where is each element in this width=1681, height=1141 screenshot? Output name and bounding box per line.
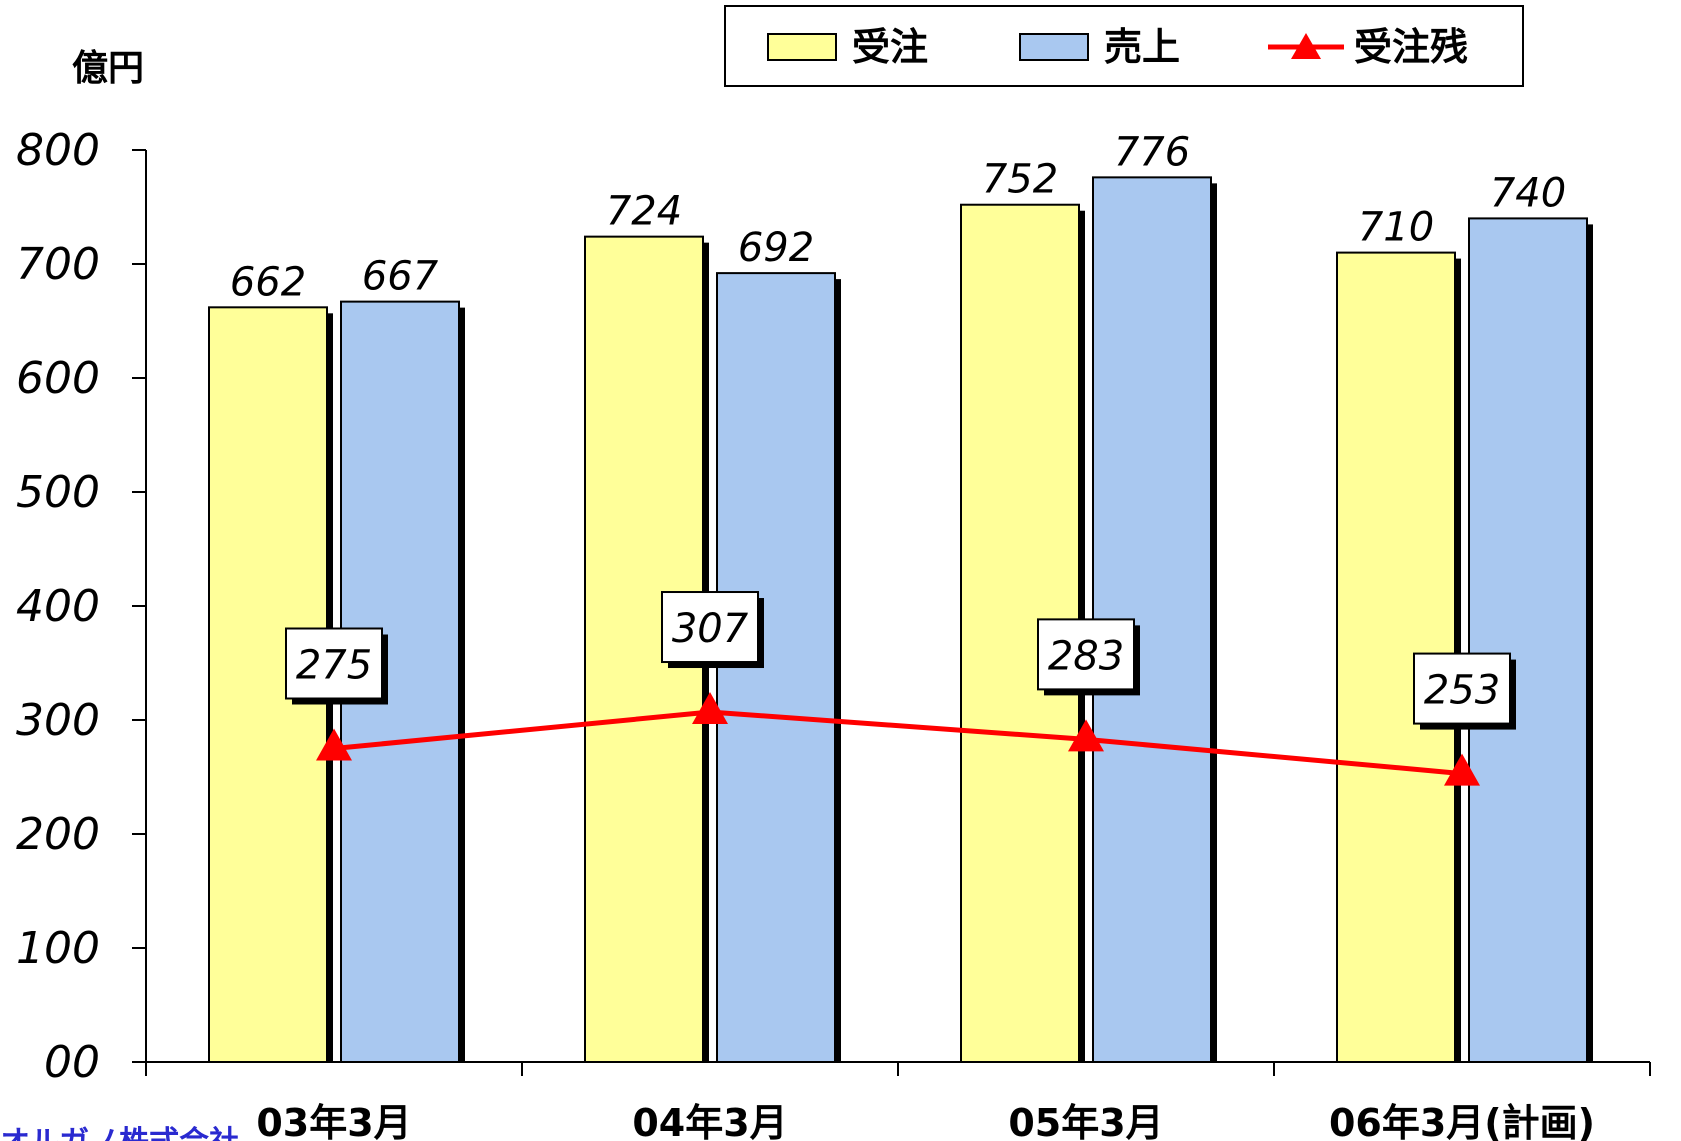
backlog-value-label: 307 (672, 606, 749, 652)
bar-value-label: 724 (606, 189, 682, 235)
x-category-label: 05年3月 (1008, 1101, 1163, 1141)
backlog-label-box (1413, 652, 1511, 725)
y-tick-label: 00 (44, 1037, 100, 1088)
legend-label-orders: 受注 (852, 25, 928, 69)
footer-company: オルガノ株式会社 (0, 1125, 239, 1141)
backlog-value-label: 275 (296, 643, 372, 689)
bar-value-label: 776 (1114, 129, 1190, 175)
legend-label-sales: 売上 (1104, 25, 1180, 69)
backlog-point-marker (1444, 753, 1480, 786)
bar-value-label: 740 (1490, 170, 1566, 216)
y-tick-label: 200 (16, 809, 100, 860)
y-tick-label: 300 (16, 695, 100, 746)
y-tick-label: 700 (16, 239, 100, 290)
backlog-line (316, 692, 1480, 786)
x-category-label: 06年3月(計画) (1329, 1101, 1595, 1141)
data-labels: 662 667 724 692 752 776 710 740 275 307 283 253 (230, 129, 1566, 730)
legend-swatch-sales (1019, 33, 1089, 61)
y-tick-label: 400 (16, 581, 100, 632)
legend: 受注 売上 受注残 (724, 5, 1524, 87)
y-tick-label: 500 (16, 467, 100, 518)
backlog-label-box (285, 627, 383, 700)
backlog-value-label: 253 (1424, 668, 1500, 714)
legend-marker-backlog (1291, 33, 1321, 59)
bar-value-label: 667 (362, 254, 439, 300)
y-tick-label: 100 (16, 923, 100, 974)
axes: 00 100 200 300 400 500 600 700 800 03年3月 04年3月 05年3… (16, 125, 1651, 1141)
backlog-label-box (1037, 618, 1135, 691)
x-category-label: 03年3月 (256, 1101, 411, 1141)
bar-value-label: 710 (1358, 205, 1434, 251)
backlog-value-label: 283 (1048, 633, 1124, 679)
x-category-label: 04年3月 (632, 1101, 787, 1141)
legend-swatch-orders (767, 33, 837, 61)
bar-value-label: 752 (982, 157, 1058, 203)
y-axis-unit-label: 億円 (72, 48, 144, 89)
bar-value-label: 662 (230, 259, 306, 305)
bar (1468, 217, 1588, 1063)
bars (208, 176, 1593, 1064)
backlog-label-box (661, 591, 759, 664)
y-tick-label: 800 (16, 125, 100, 176)
backlog-series-line (333, 709, 1463, 777)
backlog-point-marker (316, 728, 352, 761)
legend-label-backlog: 受注残 (1354, 25, 1468, 69)
bar-value-label: 692 (738, 225, 814, 271)
y-tick-label: 600 (16, 353, 100, 404)
backlog-point-marker (692, 692, 728, 725)
backlog-point-marker (1068, 719, 1104, 752)
